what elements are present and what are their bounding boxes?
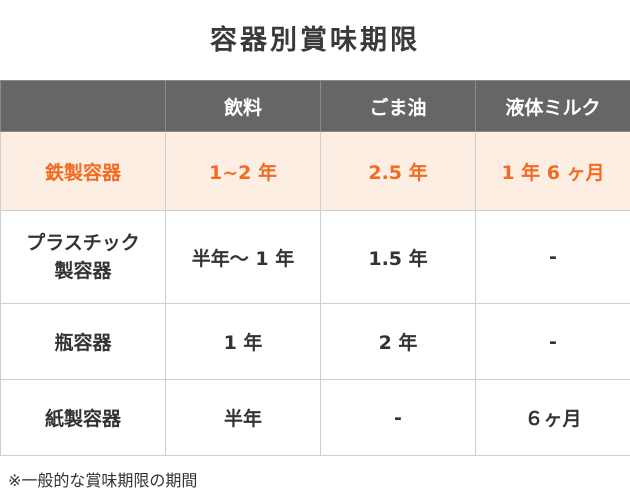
row-label: プラスチック 製容器: [0, 210, 166, 304]
header-cell-beverage: 飲料: [165, 80, 321, 132]
table-cell: 1 年: [165, 303, 321, 380]
page-title: 容器別賞味期限: [210, 25, 420, 56]
table-cell: 半年〜 1 年: [165, 210, 321, 304]
table-header-row: 飲料 ごま油 液体ミルク: [0, 80, 630, 132]
table-row-bottle-container: 瓶容器 1 年 2 年 -: [0, 303, 630, 380]
table-row-steel-container: 鉄製容器 1~2 年 2.5 年 1 年 6 ヶ月: [0, 131, 630, 211]
table-cell: 2 年: [320, 303, 476, 380]
row-label: 瓶容器: [0, 303, 166, 380]
table-cell: 半年: [165, 379, 321, 456]
table-cell: 1 年 6 ヶ月: [475, 131, 630, 211]
row-label: 紙製容器: [0, 379, 166, 456]
table-row-paper-container: 紙製容器 半年 - ６ヶ月: [0, 379, 630, 456]
header-cell-sesame-oil: ごま油: [320, 80, 476, 132]
table-cell: 1.5 年: [320, 210, 476, 304]
row-label: 鉄製容器: [0, 131, 166, 211]
table-cell: 2.5 年: [320, 131, 476, 211]
footnote: ※一般的な賞味期限の期間: [8, 471, 198, 490]
row-label-text: プラスチック 製容器: [26, 232, 140, 282]
table-cell: -: [475, 303, 630, 380]
table-cell: 1~2 年: [165, 131, 321, 211]
table-cell: -: [475, 210, 630, 304]
header-cell-liquid-milk: 液体ミルク: [475, 80, 630, 132]
table-cell: -: [320, 379, 476, 456]
shelf-life-table: 飲料 ごま油 液体ミルク 鉄製容器 1~2 年 2.5 年 1 年 6 ヶ月 プ…: [0, 80, 630, 456]
header-cell-blank: [0, 80, 166, 132]
table-cell: ６ヶ月: [475, 379, 630, 456]
table-row-plastic-container: プラスチック 製容器 半年〜 1 年 1.5 年 -: [0, 210, 630, 304]
